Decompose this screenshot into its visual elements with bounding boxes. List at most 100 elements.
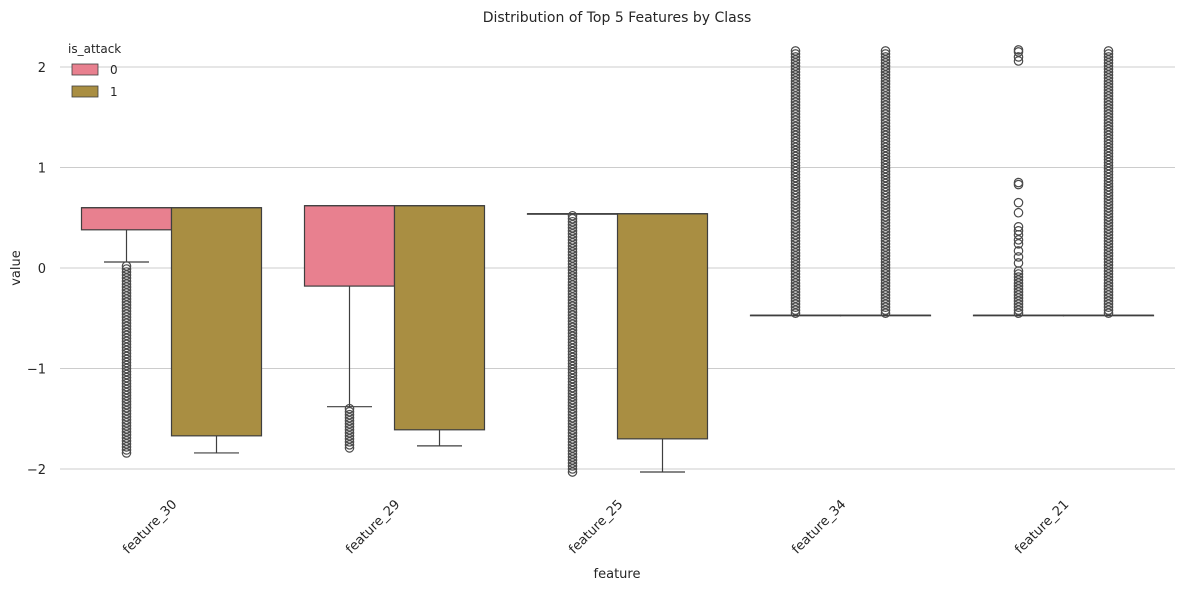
outlier-point: [880, 166, 891, 177]
outlier-point: [880, 112, 891, 123]
legend-label-1: 1: [110, 85, 118, 99]
outlier-point: [567, 316, 578, 327]
outlier-point: [567, 349, 578, 360]
outlier-point: [1103, 109, 1114, 120]
outlier-point: [880, 227, 891, 237]
outlier-point: [1103, 254, 1114, 264]
outlier-point: [121, 303, 132, 313]
outlier-point: [880, 46, 891, 56]
outlier-point: [790, 61, 801, 71]
outlier-point: [1103, 211, 1114, 222]
y-tick-label: −2: [27, 463, 46, 478]
outlier-point: [880, 269, 891, 279]
outlier-point: [567, 223, 578, 233]
y-tick-labels: 2 1 0 −1 −2: [27, 61, 46, 478]
outlier-point: [567, 403, 578, 414]
outlier-point: [790, 290, 801, 300]
outlier-point: [1103, 79, 1114, 89]
outlier-point: [567, 388, 578, 399]
outlier-point: [880, 254, 891, 264]
y-tick-label: 1: [38, 162, 46, 177]
outlier-point: [790, 299, 801, 309]
outlier-point: [567, 226, 578, 236]
outlier-point: [121, 396, 132, 407]
outlier-point: [567, 247, 578, 257]
outlier-point: [790, 296, 801, 306]
outlier-point: [567, 434, 578, 444]
outlier-point: [121, 261, 132, 271]
outlier-point: [567, 446, 578, 456]
outlier-point: [790, 94, 801, 104]
outlier-point: [567, 271, 578, 281]
outlier-point: [880, 220, 891, 231]
outlier-point: [1103, 157, 1114, 168]
outlier-point: [790, 112, 801, 123]
outlier-point: [1103, 151, 1114, 162]
outlier-point: [567, 361, 578, 372]
outlier-point: [1103, 55, 1114, 65]
outlier-point: [1103, 175, 1114, 186]
outlier-point: [880, 79, 891, 89]
outlier-point: [1103, 281, 1114, 291]
outlier-point: [121, 315, 132, 326]
outlier-point: [344, 431, 355, 441]
outlier-point: [121, 339, 132, 350]
outlier-point: [567, 379, 578, 390]
outlier-point: [790, 172, 801, 183]
outlier-point: [121, 306, 132, 317]
outlier-point: [880, 242, 891, 252]
outlier-point: [567, 219, 578, 230]
outlier-point: [567, 210, 578, 221]
outlier-point: [567, 343, 578, 354]
outlier-point: [790, 73, 801, 83]
outlier-point: [790, 160, 801, 171]
outlier-point: [1103, 73, 1114, 83]
outlier-point: [121, 357, 132, 368]
outlier-point: [880, 118, 891, 129]
outlier-point: [1103, 275, 1114, 285]
outlier-point: [1013, 45, 1024, 55]
outlier-point: [567, 331, 578, 342]
outlier-point: [567, 250, 578, 260]
outlier-point: [121, 384, 132, 395]
outlier-point: [567, 421, 578, 432]
outlier-point: [567, 259, 578, 269]
outlier-point: [567, 265, 578, 275]
outlier-point: [880, 287, 891, 297]
x-tick-label: feature_25: [566, 497, 626, 557]
outlier-point: [121, 264, 132, 274]
outlier-point: [880, 224, 891, 234]
outlier-point: [880, 230, 891, 240]
outlier-point: [880, 58, 891, 68]
y-tick-label: 0: [38, 262, 46, 277]
outlier-point: [1103, 290, 1114, 300]
outlier-point: [790, 115, 801, 126]
outlier-point: [880, 61, 891, 71]
outlier-point: [880, 187, 891, 198]
outlier-point: [880, 175, 891, 186]
outlier-point: [790, 148, 801, 159]
outlier-point: [880, 196, 891, 207]
box-feature_21-class-1: [1062, 46, 1155, 319]
outlier-point: [880, 154, 891, 165]
outlier-point: [790, 103, 801, 114]
outlier-point: [567, 229, 578, 239]
outlier-point: [790, 163, 801, 174]
outlier-point: [790, 278, 801, 288]
outlier-point: [790, 106, 801, 117]
outlier-point: [567, 337, 578, 348]
outlier-point: [880, 103, 891, 114]
outlier-point: [880, 275, 891, 285]
outlier-point: [880, 205, 891, 216]
outlier-point: [880, 251, 891, 261]
outlier-point: [344, 415, 355, 426]
outlier-point: [790, 211, 801, 222]
box-iqr: [616, 213, 709, 440]
outlier-point: [567, 382, 578, 393]
outlier-point: [1013, 56, 1024, 66]
outlier-point: [790, 130, 801, 141]
outlier-point: [790, 121, 801, 132]
outlier-point: [121, 318, 132, 329]
outlier-point: [121, 417, 132, 428]
outlier-point: [880, 76, 891, 86]
